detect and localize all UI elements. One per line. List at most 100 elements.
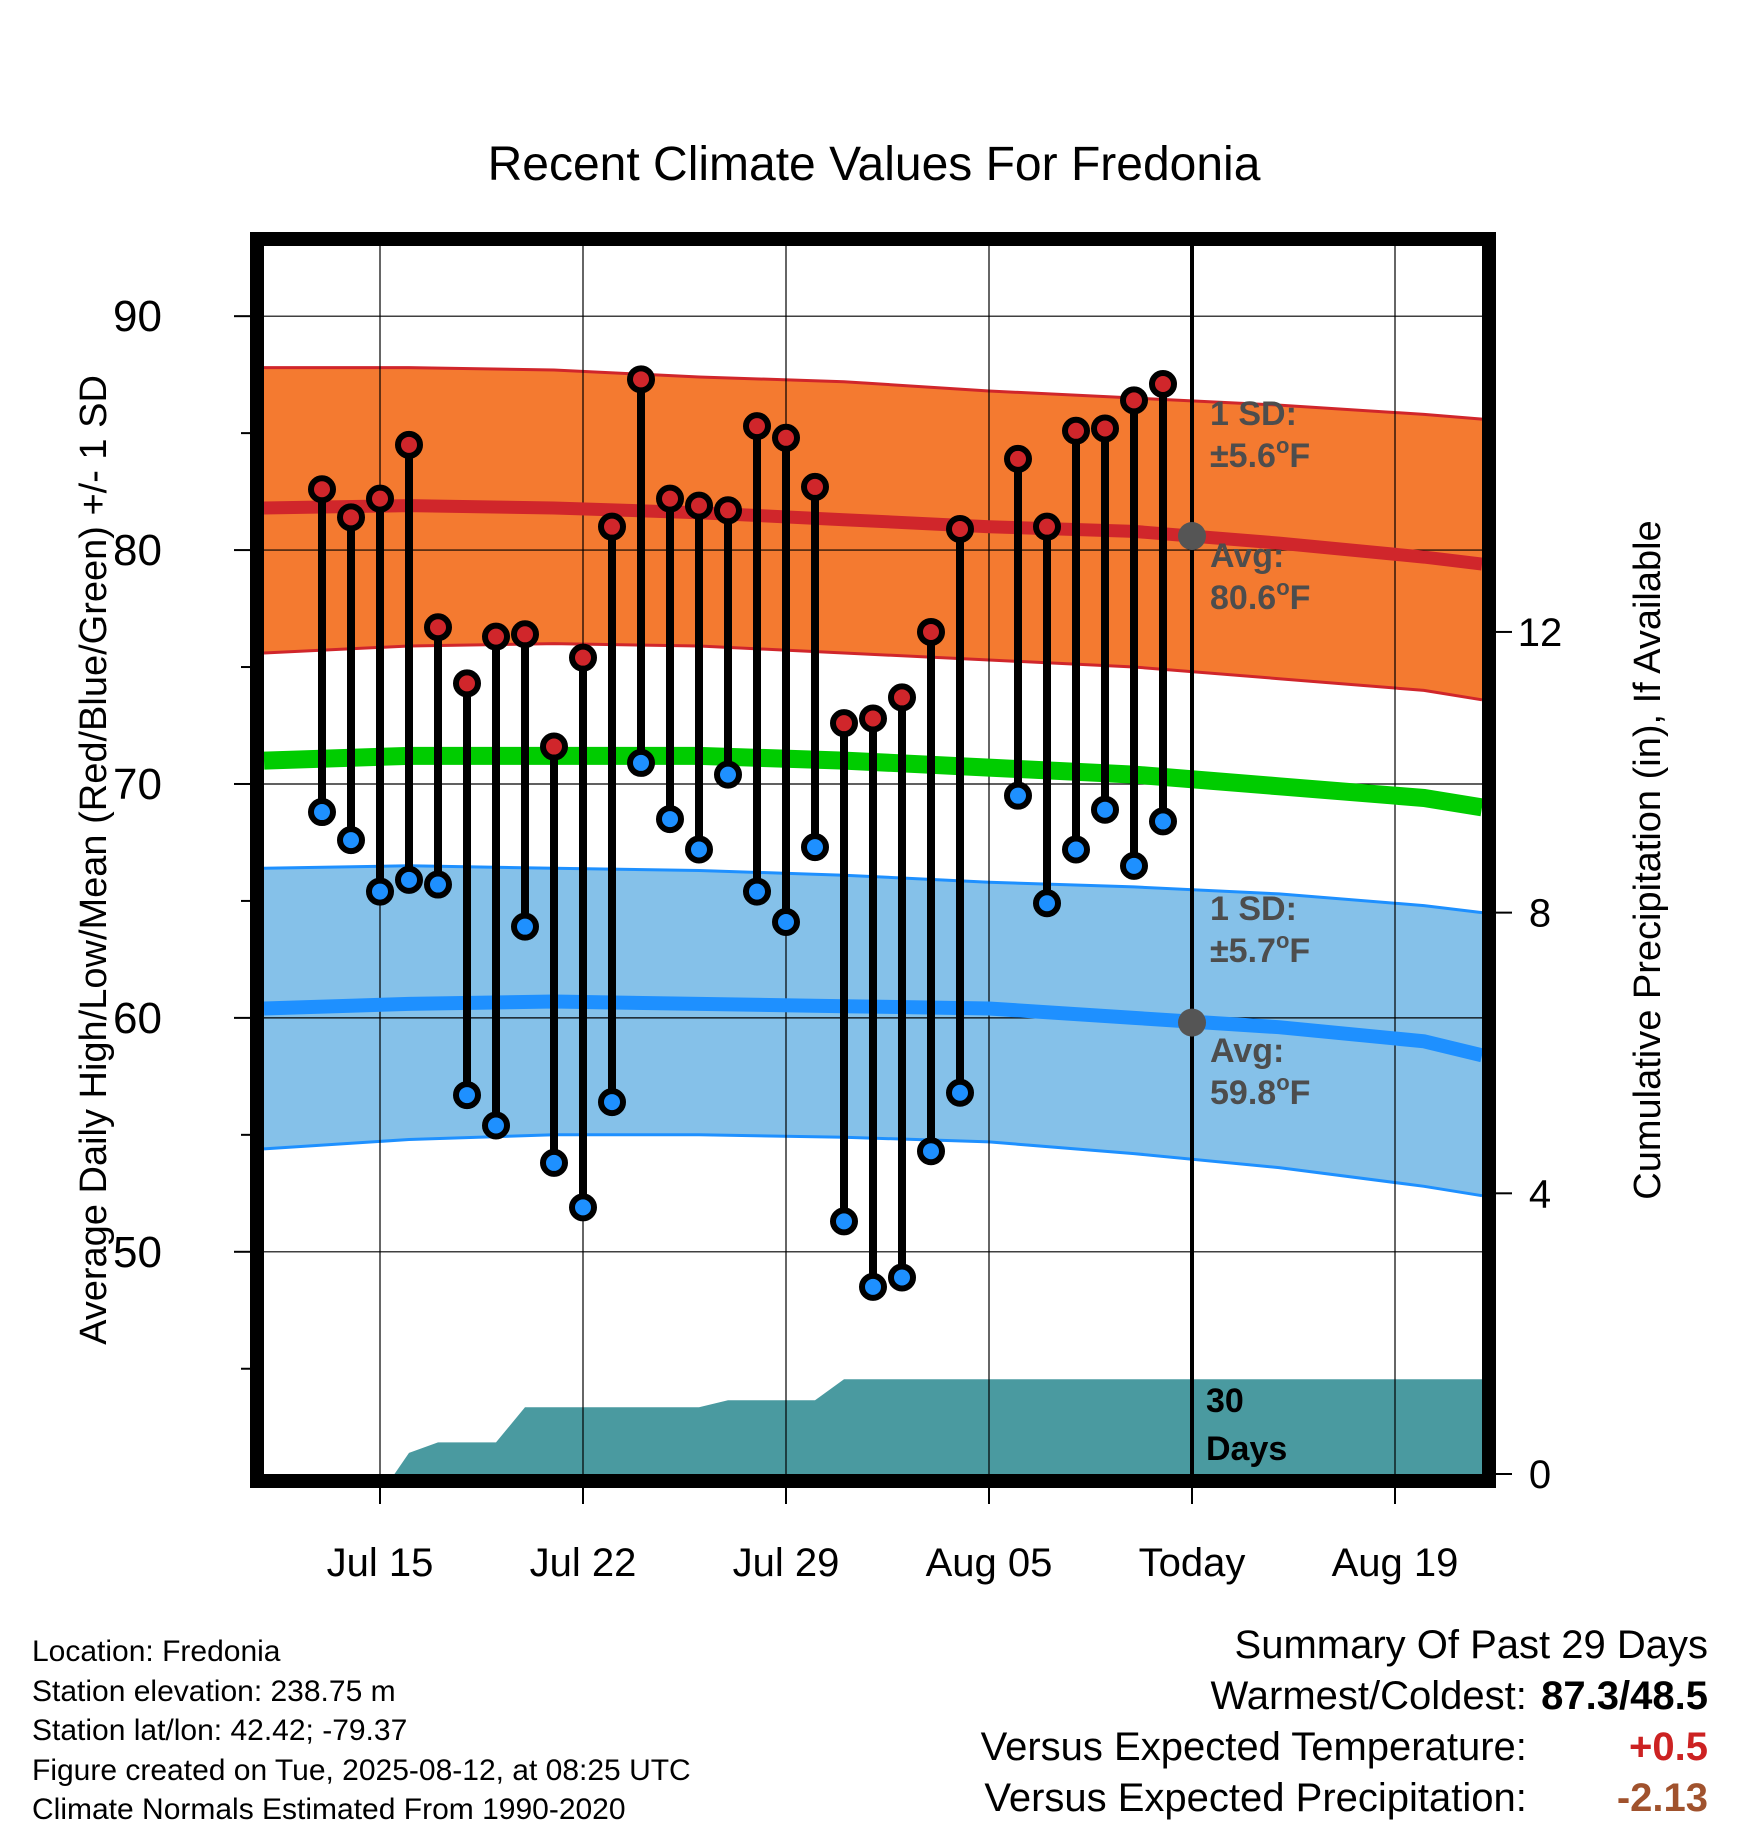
precip-vs-expected-label: Versus Expected Precipitation:	[984, 1776, 1527, 1820]
x-tick-label: Jul 22	[530, 1541, 637, 1585]
low-avg-line	[263, 994, 1484, 1063]
daily-high-point	[366, 484, 394, 513]
daily-high-point	[337, 503, 365, 532]
y2-axis-label: Cumulative Precipitation (in), If Availa…	[1627, 520, 1669, 1199]
mean-avg-line	[263, 746, 1484, 817]
daily-low-point	[801, 833, 829, 862]
daily-low-point	[1062, 835, 1090, 864]
daily-high-point	[1004, 444, 1032, 473]
high-sd-value: ±5.6oF	[1210, 433, 1310, 475]
high-avg-value: 80.6oF	[1210, 575, 1310, 617]
plot-frame	[250, 232, 1496, 1488]
daily-high-point	[424, 613, 452, 642]
daily-high-point	[801, 472, 829, 501]
days-count-number: 30	[1206, 1382, 1244, 1420]
daily-high-point	[743, 412, 771, 441]
high-sd-upper-line	[264, 366, 1483, 421]
y-tick-label: 60	[113, 994, 162, 1043]
chart-title: Recent Climate Values For Fredonia	[488, 138, 1261, 191]
daily-low-point	[395, 865, 423, 894]
location-text: Location: Fredonia	[32, 1635, 281, 1668]
daily-low-point	[337, 826, 365, 855]
precip-vs-expected-row: Versus Expected Precipitation: -2.13	[981, 1773, 1708, 1824]
daily-low-point	[656, 805, 684, 834]
daily-low-point	[627, 748, 655, 777]
x-tick-label: Jul 15	[327, 1541, 434, 1585]
low-sd-upper-line	[263, 864, 1483, 915]
daily-low-point	[453, 1081, 481, 1110]
daily-low-point	[714, 760, 742, 789]
high-sd-lower-line	[263, 642, 1483, 702]
summary-panel: Summary Of Past 29 Days Warmest/Coldest:…	[981, 1620, 1708, 1824]
low-sd-lower-line	[263, 1133, 1483, 1198]
daily-low-point	[1149, 807, 1177, 836]
daily-high-point	[946, 515, 974, 544]
daily-low-point	[308, 798, 336, 827]
low-sd-title: 1 SD:	[1210, 890, 1297, 928]
precip-area	[264, 1379, 1482, 1474]
daily-low-point	[482, 1111, 510, 1140]
daily-high-point	[888, 683, 916, 712]
days-count-word: Days	[1206, 1430, 1287, 1468]
daily-high-point	[598, 512, 626, 541]
daily-low-point	[1004, 781, 1032, 810]
daily-low-point	[859, 1272, 887, 1301]
daily-high-point	[308, 475, 336, 504]
daily-high-point	[714, 496, 742, 525]
daily-low-point	[743, 877, 771, 906]
x-tick-label: Jul 29	[733, 1541, 840, 1585]
daily-low-point	[685, 835, 713, 864]
daily-low-point	[946, 1078, 974, 1107]
today-low-avg-marker	[1178, 1008, 1206, 1037]
daily-low-point	[772, 907, 800, 936]
elevation-text: Station elevation: 238.75 m	[32, 1674, 396, 1708]
y-tick-label: 80	[113, 526, 162, 575]
daily-high-point	[685, 491, 713, 520]
created-text: Figure created on Tue, 2025-08-12, at 08…	[32, 1753, 691, 1787]
daily-low-point	[830, 1207, 858, 1236]
station-info: Location: Fredonia Station elevation: 23…	[32, 1632, 691, 1830]
y2-tick-label: 12	[1518, 611, 1563, 655]
temp-vs-expected-row: Versus Expected Temperature: +0.5	[981, 1722, 1708, 1773]
warmest-coldest-row: Warmest/Coldest: 87.3/48.5	[981, 1671, 1709, 1722]
low-avg-value: 59.8oF	[1210, 1070, 1310, 1112]
daily-high-point	[859, 704, 887, 733]
daily-high-point	[395, 430, 423, 459]
daily-high-point	[482, 622, 510, 651]
daily-low-point	[424, 870, 452, 899]
daily-high-point	[656, 484, 684, 513]
normals-text: Climate Normals Estimated From 1990-2020	[32, 1793, 626, 1826]
daily-high-point	[1033, 512, 1061, 541]
high-sd-band	[264, 367, 1482, 700]
y-tick-label: 70	[113, 760, 162, 809]
daily-low-point	[511, 912, 539, 941]
low-avg-title: Avg:	[1210, 1032, 1284, 1070]
daily-low-point	[598, 1088, 626, 1117]
climate-chart: Recent Climate Values For Fredonia 1 SD:…	[73, 138, 1669, 1585]
y-tick-label: 90	[113, 292, 162, 341]
y2-tick-label: 0	[1529, 1453, 1551, 1497]
daily-low-point	[569, 1193, 597, 1222]
daily-low-point	[366, 877, 394, 906]
daily-high-point	[1091, 414, 1119, 443]
daily-low-point	[1120, 851, 1148, 880]
daily-low-point	[1091, 795, 1119, 824]
y2-tick-label: 8	[1529, 892, 1551, 936]
daily-high-point	[1149, 370, 1177, 399]
daily-low-point	[888, 1263, 916, 1292]
daily-high-point	[1062, 416, 1090, 445]
daily-high-point	[830, 709, 858, 738]
daily-low-point	[917, 1137, 945, 1166]
x-tick-label: Today	[1139, 1541, 1246, 1585]
daily-high-point	[627, 365, 655, 394]
daily-low-point	[1033, 889, 1061, 918]
precip-vs-expected-value: -2.13	[1616, 1776, 1708, 1820]
x-tick-label: Aug 05	[926, 1541, 1053, 1585]
daily-high-point	[453, 669, 481, 698]
y-tick-label: 50	[113, 1228, 162, 1277]
x-tick-label: Aug 19	[1332, 1541, 1459, 1585]
daily-high-point	[540, 732, 568, 761]
warmest-coldest-value: 87.3/48.5	[1541, 1674, 1708, 1718]
